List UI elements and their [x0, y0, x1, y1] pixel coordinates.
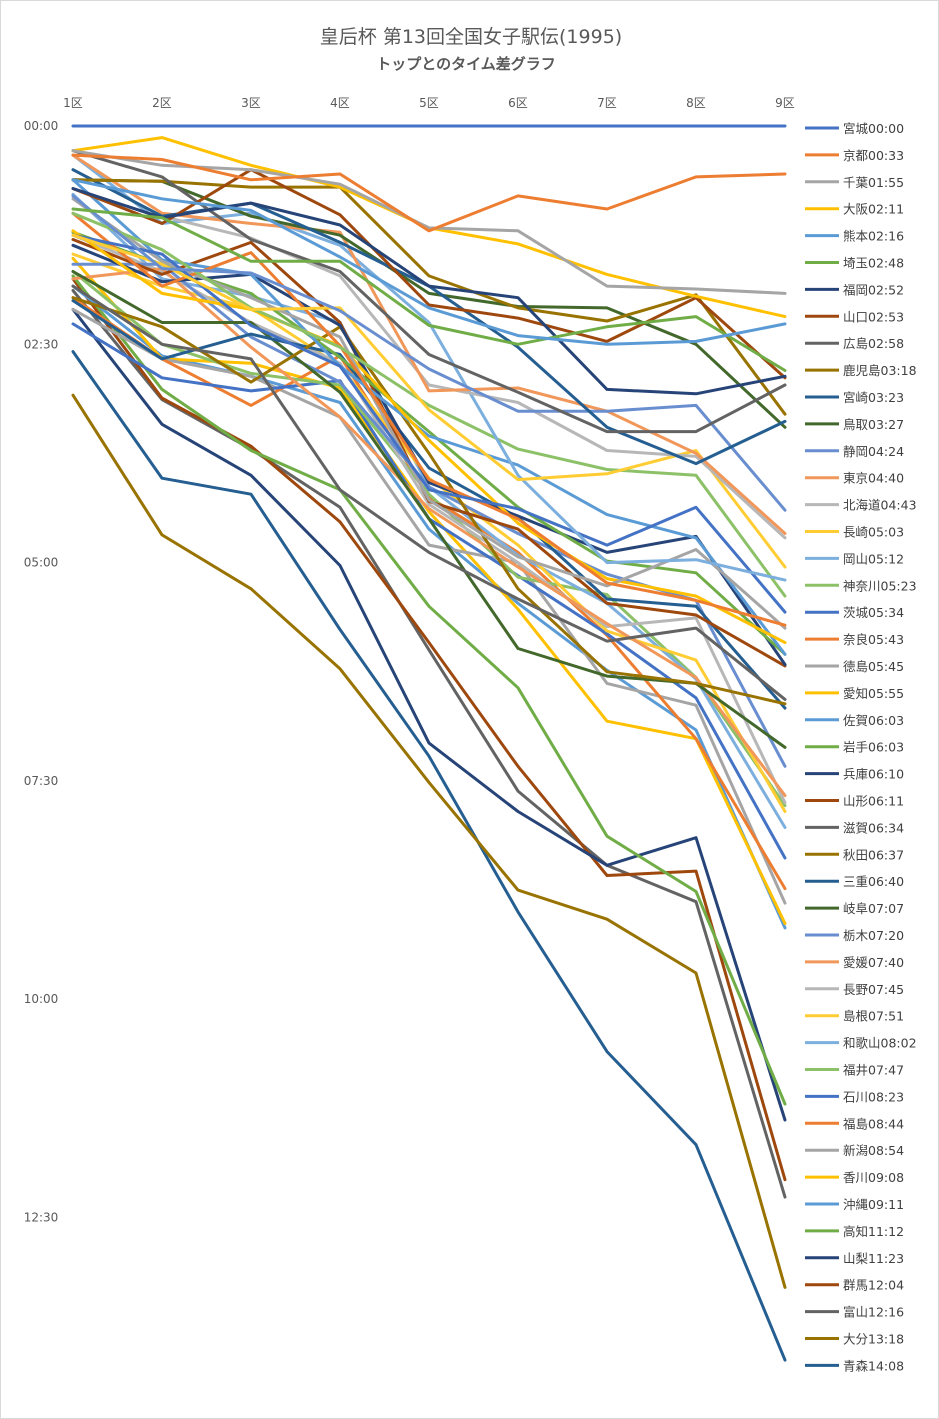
series-line	[71, 284, 787, 701]
legend-label: 奈良05:43	[843, 632, 904, 647]
legend-label: 大分13:18	[843, 1332, 904, 1347]
series-line	[71, 178, 787, 656]
legend-label: 茨城05:34	[843, 605, 904, 620]
series-line	[71, 393, 787, 1289]
legend-label: 神奈川05:23	[843, 578, 917, 593]
y-tick-label: 10:00	[24, 992, 59, 1006]
y-axis-tick-labels: 00:00 02:30 05:00 07:30 10:00 12:30	[24, 119, 59, 1225]
legend-label: 広島02:58	[843, 336, 904, 351]
legend-label: 埼玉02:48	[843, 256, 904, 271]
series-line	[71, 289, 787, 1199]
series-line	[71, 307, 787, 905]
legend-label: 富山12:16	[843, 1305, 904, 1320]
legend-label: 福井07:47	[843, 1063, 904, 1078]
y-tick-label: 05:00	[24, 556, 59, 570]
legend-label: 兵庫06:10	[843, 767, 904, 782]
legend-label: 秋田06:37	[843, 847, 904, 862]
x-tick-label: 1区	[63, 96, 83, 110]
series-line	[71, 168, 787, 540]
legend-label: 大阪02:11	[843, 202, 904, 217]
x-tick-label: 4区	[330, 96, 350, 110]
series-line	[71, 284, 787, 930]
legend-label: 山形06:11	[843, 794, 904, 809]
legend-label: 岩手06:03	[843, 740, 904, 755]
series-line	[71, 274, 787, 1106]
legend-label: 北海道04:43	[843, 498, 917, 513]
series-line	[71, 267, 787, 797]
legend-label: 香川09:08	[843, 1170, 904, 1185]
series-line	[71, 168, 787, 380]
x-axis-tick-labels: 1区 2区 3区 4区 5区 6区 7区 8区 9区	[63, 96, 795, 110]
series-line	[71, 153, 787, 233]
x-tick-label: 5区	[419, 96, 439, 110]
legend-label: 熊本02:16	[843, 229, 904, 244]
series-line	[71, 256, 787, 925]
legend-label: 石川08:23	[843, 1089, 904, 1104]
legend-label: 愛知05:55	[843, 686, 904, 701]
y-tick-label: 00:00	[24, 119, 59, 133]
legend-label: 東京04:40	[843, 471, 904, 486]
legend-label: 佐賀06:03	[843, 713, 904, 728]
legend-label: 和歌山08:02	[843, 1036, 917, 1051]
series-line	[71, 149, 787, 434]
legend-label: 長崎05:03	[843, 525, 904, 540]
y-tick-label: 02:30	[24, 337, 59, 351]
legend-label: 徳島05:45	[843, 659, 904, 674]
series-line	[71, 211, 787, 627]
legend-label: 島根07:51	[843, 1009, 904, 1024]
series-line	[71, 194, 787, 512]
legend-label: 愛媛07:40	[843, 955, 904, 970]
legend-label: 新潟08:54	[843, 1143, 904, 1158]
legend-label: 静岡04:24	[843, 444, 904, 459]
legend-label: 沖縄09:11	[843, 1197, 904, 1212]
legend-label: 長野07:45	[843, 982, 904, 997]
series-line	[71, 153, 787, 535]
series-line	[71, 153, 787, 582]
x-tick-label: 2区	[152, 96, 172, 110]
legend-label: 宮崎03:23	[843, 390, 904, 405]
legend-label: 青森14:08	[843, 1358, 904, 1373]
legend-label: 京都00:33	[843, 148, 904, 163]
legend-label: 滋賀06:34	[843, 820, 904, 835]
series-line	[71, 178, 787, 429]
legend-label: 福島08:44	[843, 1116, 904, 1131]
y-tick-label: 07:30	[24, 774, 59, 788]
legend-label: 福岡02:52	[843, 282, 904, 297]
series-line	[71, 229, 787, 645]
legend-label: 岐阜07:07	[843, 901, 904, 916]
chart-subtitle: トップとのタイム差グラフ	[376, 55, 556, 73]
legend-label: 鳥取03:27	[843, 417, 904, 432]
series-line	[71, 178, 787, 416]
legend-label: 三重06:40	[843, 874, 904, 889]
legend-label: 鹿児島03:18	[843, 363, 917, 378]
x-tick-label: 6区	[508, 96, 528, 110]
x-tick-label: 3区	[241, 96, 261, 110]
y-tick-label: 12:30	[24, 1211, 59, 1225]
legend-label: 高知11:12	[843, 1224, 904, 1239]
series-line	[71, 350, 787, 1362]
legend-label: 千葉01:55	[843, 175, 904, 190]
series-line	[71, 178, 787, 346]
series-line	[71, 307, 787, 1122]
series-lines	[71, 124, 787, 1362]
x-tick-label: 8区	[686, 96, 706, 110]
series-line	[71, 233, 787, 569]
series-line	[71, 277, 787, 1182]
x-tick-label: 7区	[597, 96, 617, 110]
series-line	[71, 207, 787, 372]
series-line	[71, 187, 787, 396]
legend-label: 宮城00:00	[843, 121, 904, 136]
legend-label: 群馬12:04	[843, 1278, 904, 1293]
legend-label: 山梨11:23	[843, 1251, 904, 1266]
legend: 宮城00:00 京都00:33 千葉01:55 大阪02:11 熊本02:16 埼玉02:…	[805, 121, 917, 1373]
legend-label: 栃木07:20	[843, 928, 904, 943]
chart-title: 皇后杯 第13回全国女子駅伝(1995)	[320, 26, 622, 48]
legend-label: 岡山05:12	[843, 551, 904, 566]
series-line	[71, 296, 787, 706]
x-tick-label: 9区	[775, 96, 795, 110]
legend-label: 山口02:53	[843, 309, 904, 324]
